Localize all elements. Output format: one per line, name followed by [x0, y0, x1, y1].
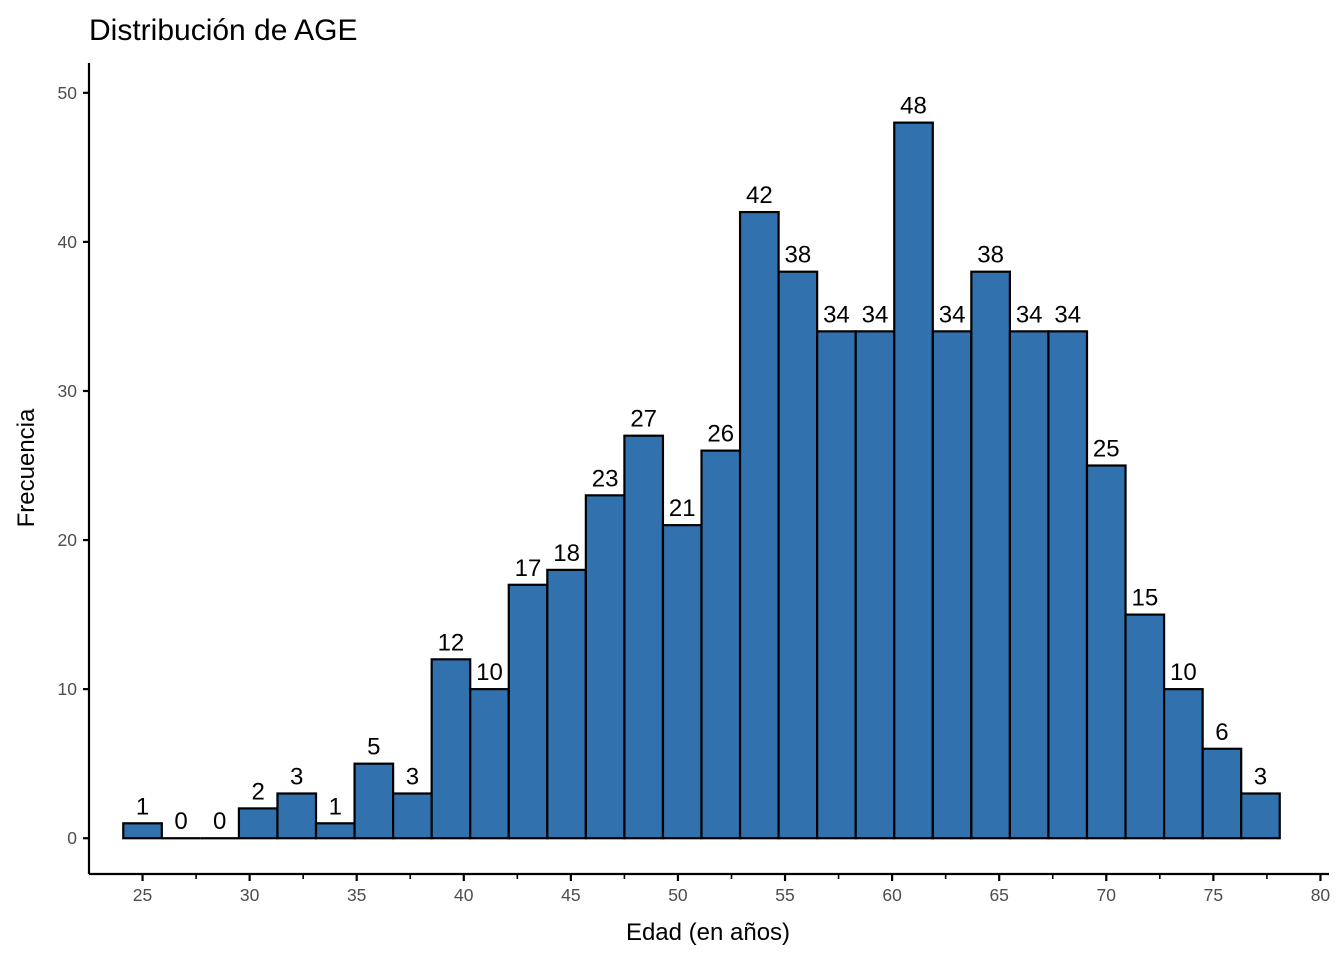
x-tick-label: 60 — [882, 885, 902, 905]
histogram-bar — [584, 494, 626, 840]
histogram-bar — [1047, 330, 1089, 840]
bar-value-label: 34 — [939, 301, 966, 328]
x-tick-label: 30 — [240, 885, 260, 905]
histogram-bar — [854, 330, 896, 840]
histogram-bar — [430, 658, 472, 840]
histogram-bar — [392, 792, 433, 840]
histogram-bar — [276, 792, 318, 840]
histogram-bar — [623, 434, 665, 840]
bar-value-label: 15 — [1131, 585, 1158, 612]
bar-value-label: 26 — [707, 421, 734, 448]
bar-value-label: 12 — [438, 629, 465, 656]
histogram-bar — [1201, 747, 1243, 840]
bar-value-label: 42 — [746, 182, 773, 209]
bar-value-label: 3 — [290, 763, 303, 790]
bar-value-label: 34 — [823, 301, 850, 328]
bar-value-label: 10 — [476, 659, 503, 686]
bar-value-label: 21 — [669, 495, 696, 522]
x-tick-label: 50 — [668, 885, 688, 905]
histogram-bar — [1162, 688, 1204, 840]
bar-value-label: 34 — [1016, 301, 1043, 328]
histogram-bar — [1008, 330, 1050, 840]
histogram-bar — [816, 330, 857, 840]
x-axis-title: Edad (en años) — [626, 919, 790, 946]
y-tick-label: 30 — [58, 381, 78, 401]
histogram-bar — [661, 524, 703, 840]
y-tick-label: 50 — [58, 83, 78, 103]
bar-value-label: 1 — [136, 793, 149, 820]
bar-value-label: 25 — [1093, 436, 1120, 463]
histogram-bar — [1240, 792, 1281, 840]
histogram-bar — [546, 568, 587, 840]
histogram-bar — [1085, 464, 1127, 840]
histogram-bar — [122, 822, 163, 840]
bar-value-label: 6 — [1215, 719, 1228, 746]
histogram-bar — [893, 121, 934, 840]
bar-value-label: 0 — [213, 808, 226, 835]
y-tick-label: 40 — [58, 232, 78, 252]
bar-value-label: 1 — [329, 793, 342, 820]
histogram-bar — [314, 822, 356, 840]
histogram-bar — [353, 762, 395, 840]
histogram-bar — [700, 449, 742, 840]
bar-value-label: 3 — [406, 763, 419, 790]
histogram-bar — [469, 688, 510, 840]
bar-value-label: 27 — [630, 406, 657, 433]
x-tick-label: 70 — [1097, 885, 1117, 905]
y-tick-label: 0 — [67, 828, 77, 848]
y-axis-title: Frecuencia — [13, 408, 40, 527]
y-tick-label: 20 — [58, 530, 78, 550]
chart-title: Distribución de AGE — [89, 14, 357, 47]
bar-value-label: 38 — [977, 242, 1004, 269]
histogram-bar — [931, 330, 973, 840]
histogram-bar — [237, 807, 279, 840]
bar-value-label: 17 — [515, 555, 542, 582]
bar-value-label: 38 — [785, 242, 812, 269]
bar-value-label: 5 — [367, 734, 380, 761]
x-tick-label: 45 — [561, 885, 580, 905]
bar-value-label: 10 — [1170, 659, 1197, 686]
x-tick-label: 40 — [454, 885, 474, 905]
x-tick-label: 55 — [775, 885, 794, 905]
x-tick-label: 80 — [1311, 885, 1331, 905]
bar-value-label: 18 — [553, 540, 580, 567]
bar-value-label: 34 — [1054, 301, 1081, 328]
bar-value-label: 3 — [1254, 763, 1267, 790]
histogram-bar — [507, 583, 549, 840]
bar-value-label: 0 — [174, 808, 187, 835]
bar-value-label: 48 — [900, 93, 927, 120]
histogram-bar — [970, 270, 1011, 840]
x-tick-label: 75 — [1204, 885, 1223, 905]
x-tick-label: 25 — [133, 885, 152, 905]
bar-value-label: 23 — [592, 465, 619, 492]
x-tick-label: 65 — [989, 885, 1008, 905]
y-axis: 0 10 20 30 40 50 — [58, 63, 91, 874]
histogram-bar — [1124, 613, 1166, 840]
bar-value-label: 34 — [862, 301, 889, 328]
x-axis: 25 30 35 40 45 50 55 60 65 70 75 80 — [89, 872, 1331, 905]
bar-value-label: 2 — [252, 778, 265, 805]
x-tick-label: 35 — [347, 885, 366, 905]
bars-group — [122, 121, 1281, 840]
y-tick-label: 10 — [58, 679, 78, 699]
histogram-bar — [738, 210, 780, 840]
histogram-bar — [777, 270, 819, 840]
